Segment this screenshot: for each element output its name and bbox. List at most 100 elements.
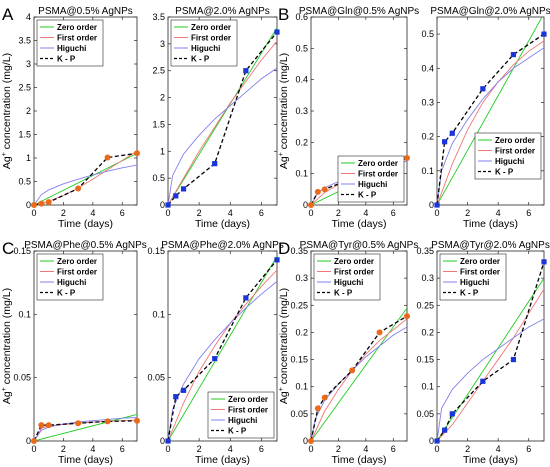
y-tick-label: 0.05 bbox=[13, 373, 31, 383]
data-point bbox=[212, 161, 218, 167]
data-point bbox=[134, 417, 140, 424]
data-point bbox=[274, 257, 280, 263]
x-axis-label: Time (days) bbox=[463, 218, 518, 230]
legend-label: First order bbox=[57, 34, 97, 43]
y-tick-label: 0 bbox=[429, 200, 434, 210]
y-tick-label: 0.15 bbox=[13, 246, 31, 256]
series-line-2 bbox=[311, 318, 407, 441]
data-point bbox=[308, 438, 314, 444]
y-tick-label: 0 bbox=[429, 436, 434, 446]
legend-label: K - P bbox=[57, 289, 76, 298]
legend-label: Higuchi bbox=[460, 278, 489, 287]
data-point bbox=[38, 422, 45, 429]
data-point bbox=[38, 200, 45, 207]
y-tick-label: 0.05 bbox=[416, 409, 434, 419]
series-line-2 bbox=[168, 40, 277, 205]
plot-title: PSMA@Gln@2.0% AgNPs bbox=[430, 6, 550, 17]
y-label-sup: + bbox=[1, 387, 8, 391]
y-tick-label: 0.4 bbox=[295, 75, 308, 85]
y-tick-label: 0.25 bbox=[416, 300, 434, 310]
x-tick-label: 6 bbox=[526, 444, 531, 454]
data-point bbox=[75, 420, 82, 427]
data-point bbox=[349, 367, 356, 374]
legend-label: Zero order bbox=[460, 257, 500, 266]
data-point bbox=[314, 188, 321, 195]
series-line-2 bbox=[34, 150, 137, 205]
data-point bbox=[321, 186, 328, 193]
y-label-main: Ag bbox=[278, 156, 290, 169]
y-label-main: Ag bbox=[1, 391, 13, 404]
legend-label: K - P bbox=[358, 191, 377, 200]
x-tick-label: 0 bbox=[308, 444, 313, 454]
legend-label: Higuchi bbox=[228, 416, 257, 425]
data-point bbox=[314, 405, 321, 412]
data-point bbox=[442, 139, 448, 145]
y-tick-label: 0 bbox=[26, 436, 31, 446]
plot-area bbox=[311, 307, 407, 441]
y-tick-label: 0.3 bbox=[421, 97, 434, 107]
data-point bbox=[104, 418, 111, 425]
data-point bbox=[75, 185, 82, 192]
y-tick-label: 2.5 bbox=[152, 66, 165, 76]
series-line-2 bbox=[168, 269, 277, 441]
x-tick-label: 0 bbox=[165, 444, 170, 454]
data-point bbox=[274, 29, 280, 35]
y-tick-label: 0.1 bbox=[295, 382, 308, 392]
y-tick-label: 1.5 bbox=[152, 119, 165, 129]
panel-letter-c: C bbox=[2, 239, 14, 258]
x-tick-label: 6 bbox=[391, 208, 396, 218]
x-axis-label: Time (days) bbox=[331, 454, 386, 466]
x-tick-label: 4 bbox=[90, 208, 95, 218]
x-tick-label: 4 bbox=[363, 444, 368, 454]
y-tick-label: 0.05 bbox=[147, 373, 165, 383]
x-axis-label: Time (days) bbox=[58, 218, 113, 230]
y-label-main: Ag bbox=[278, 391, 290, 404]
y-tick-label: 3.5 bbox=[18, 36, 31, 46]
legend-label: Higuchi bbox=[57, 44, 86, 53]
x-axis-label: Time (days) bbox=[331, 218, 386, 230]
y-tick-label: 0.3 bbox=[295, 106, 308, 116]
y-tick-label: 0.25 bbox=[290, 300, 308, 310]
y-tick-label: 0.4 bbox=[421, 63, 434, 73]
legend-label: Higuchi bbox=[57, 278, 86, 287]
x-tick-label: 2 bbox=[336, 444, 341, 454]
plot-area bbox=[437, 17, 544, 205]
x-tick-label: 4 bbox=[496, 444, 501, 454]
data-point bbox=[31, 202, 37, 208]
series-line-3 bbox=[34, 164, 137, 205]
subplot-4: PSMA@Gln@2.0% AgNPs 0 2 4 6 0 0.1 0.2 0.3 0.4 0.5 T… bbox=[421, 6, 550, 230]
y-tick-label: 0.15 bbox=[290, 355, 308, 365]
plot-area bbox=[34, 150, 137, 205]
y-tick-label: 0.3 bbox=[421, 273, 434, 283]
x-tick-label: 0 bbox=[31, 444, 36, 454]
data-point bbox=[308, 202, 314, 208]
series-line-2 bbox=[437, 40, 544, 205]
y-label-rest: concentration (mg/L) bbox=[278, 288, 290, 387]
y-label-sup: + bbox=[1, 152, 8, 156]
plot-title: PSMA@Phe@2.0% AgNPs bbox=[161, 240, 284, 251]
plot-title: PSMA@Tyr@2.0% AgNPs bbox=[431, 240, 550, 251]
y-label-rest: concentration (mg/L) bbox=[1, 288, 13, 387]
data-point bbox=[510, 52, 517, 58]
x-tick-label: 2 bbox=[465, 444, 470, 454]
data-point bbox=[45, 422, 52, 429]
data-point bbox=[31, 438, 37, 444]
legend-label: Higuchi bbox=[358, 180, 387, 189]
y-tick-label: 0.5 bbox=[421, 29, 434, 39]
legend-label: Zero order bbox=[57, 257, 97, 266]
y-tick-label: 0.2 bbox=[421, 327, 434, 337]
legend-label: K - P bbox=[57, 55, 76, 64]
x-tick-label: 6 bbox=[526, 208, 531, 218]
series-line-4 bbox=[168, 259, 277, 441]
legend-label: K - P bbox=[334, 289, 353, 298]
legend-label: Higuchi bbox=[191, 44, 220, 53]
x-tick-label: 2 bbox=[61, 208, 66, 218]
legend-label: K - P bbox=[495, 168, 514, 177]
series-line-3 bbox=[437, 318, 544, 441]
data-point bbox=[541, 259, 547, 265]
y-tick-label: 0.1 bbox=[152, 309, 165, 319]
legend-label: K - P bbox=[460, 289, 479, 298]
series-line-3 bbox=[437, 47, 544, 205]
